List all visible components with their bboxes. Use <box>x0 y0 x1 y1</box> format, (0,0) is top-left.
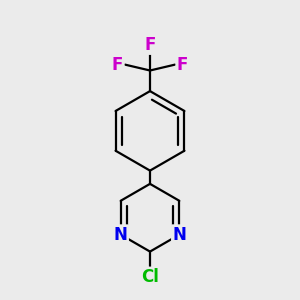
Text: N: N <box>114 226 128 244</box>
Text: F: F <box>177 56 188 74</box>
Text: F: F <box>144 36 156 54</box>
Text: N: N <box>172 226 186 244</box>
Text: Cl: Cl <box>141 268 159 286</box>
Text: F: F <box>112 56 123 74</box>
